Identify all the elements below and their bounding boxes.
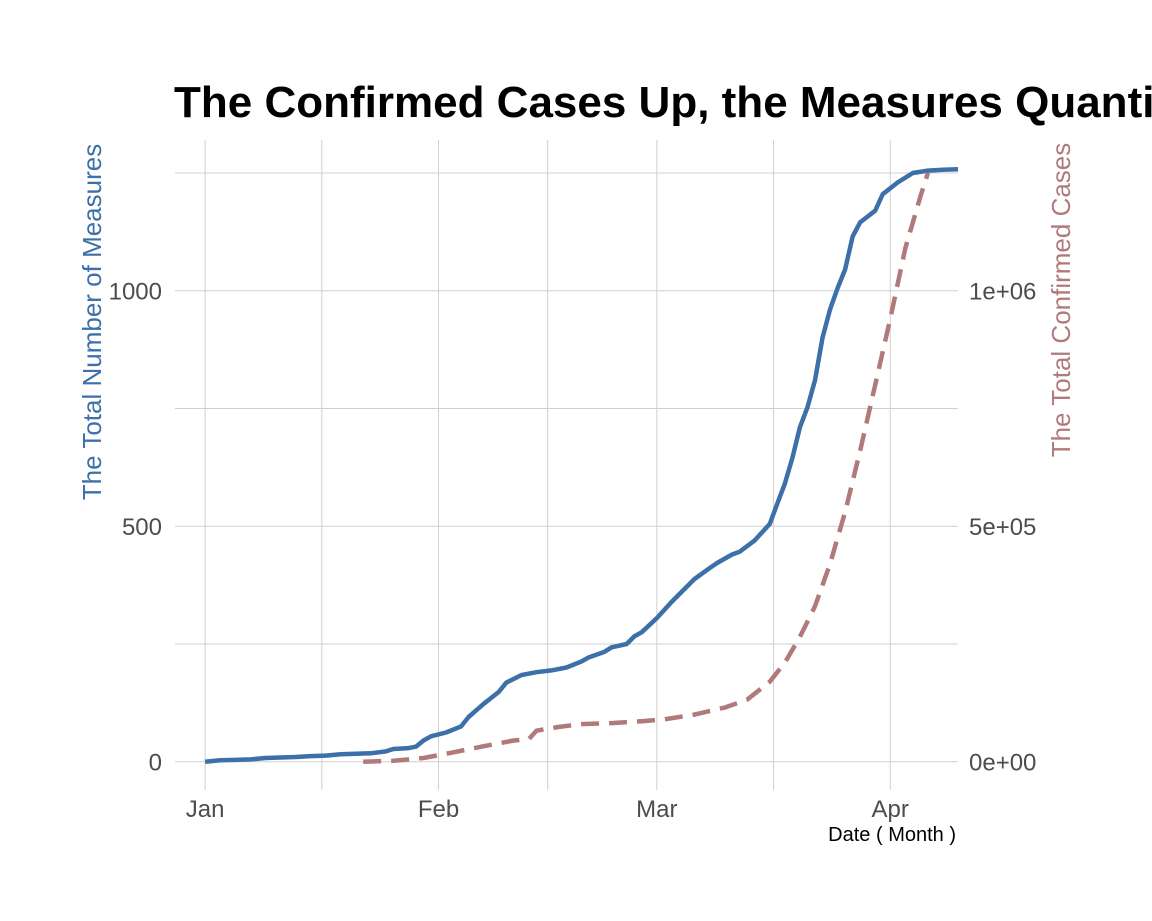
y-left-tick-labels: 0 500 1000	[109, 279, 162, 777]
x-tick-label: Feb	[418, 796, 459, 823]
series-line-confirmed-cases	[363, 172, 931, 764]
y-right-tick-label: 0e+00	[969, 750, 1036, 777]
series-line-measures	[204, 166, 959, 764]
x-tick-labels: Jan Feb Mar Apr	[186, 796, 909, 823]
y-left-tick-label: 1000	[109, 279, 162, 306]
y-right-tick-label: 1e+06	[969, 279, 1036, 306]
y-left-tick-label: 0	[149, 750, 162, 777]
y-right-tick-label: 5e+05	[969, 514, 1036, 541]
x-axis-label: Date ( Month )	[828, 824, 956, 846]
y-right-tick-labels: 0e+00 5e+05 1e+06	[969, 279, 1036, 777]
x-tick-label: Mar	[636, 796, 677, 823]
series-layer	[204, 166, 959, 764]
y-axis-left-label: The Total Number of Measures	[77, 144, 107, 500]
y-axis-right-label: The Total Confirmed Cases	[1046, 143, 1076, 458]
chart-title: The Confirmed Cases Up, the Measures Qua…	[174, 78, 1152, 127]
grid	[175, 140, 958, 790]
y-left-tick-label: 500	[122, 514, 162, 541]
x-tick-label: Jan	[186, 796, 225, 823]
x-tick-label: Apr	[872, 796, 909, 823]
